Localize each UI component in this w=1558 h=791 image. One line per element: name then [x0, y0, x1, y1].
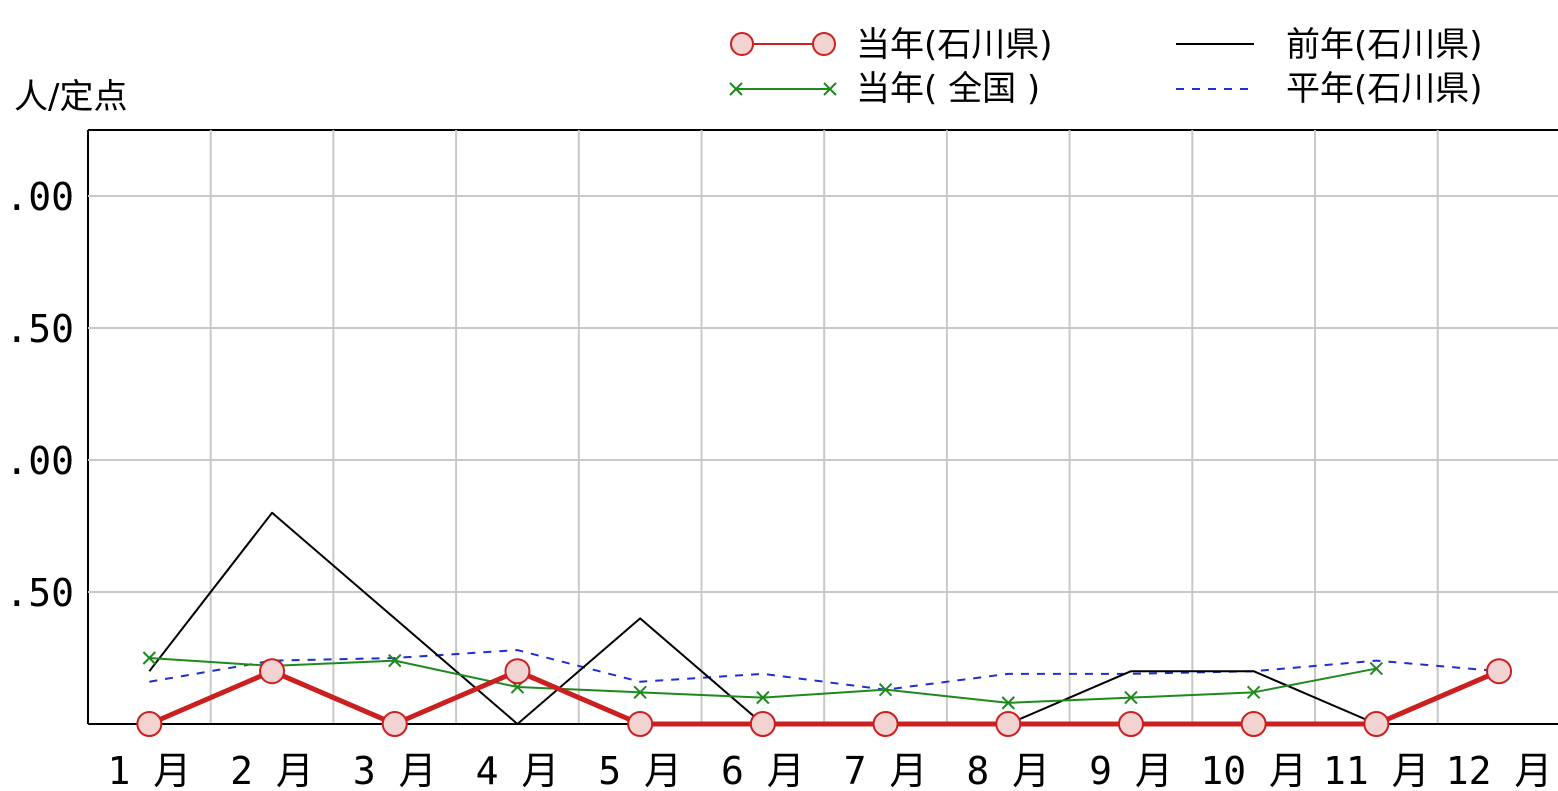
- x-tick-label: 9 月: [1089, 749, 1173, 791]
- series-0: [136, 658, 1513, 737]
- x-tick-label: 11 月: [1323, 749, 1430, 791]
- legend: 当年(石川県) 当年( 全国 ) 前年(石川県) 平年(石川県): [729, 25, 1483, 109]
- series-3: [149, 649, 1500, 691]
- data-point-circle: [1363, 711, 1390, 737]
- y-axis-unit-label: 人/定点: [14, 77, 127, 117]
- x-tick-label: 4 月: [476, 749, 560, 791]
- legend-marker-current-national: [729, 82, 837, 96]
- data-point-circle: [1117, 711, 1144, 737]
- series-line: [148, 668, 1501, 727]
- data-point-x: [633, 685, 647, 700]
- series-1: [142, 651, 1384, 710]
- x-tick-label: 7 月: [844, 749, 928, 791]
- data-point-circle: [381, 711, 408, 737]
- data-point-circle: [749, 711, 776, 737]
- legend-marker-current-ishikawa-end: [812, 32, 836, 56]
- legend-label-current-ishikawa: 当年(石川県): [856, 25, 1053, 65]
- y-tick-label: .50: [5, 571, 74, 615]
- y-tick-label: .00: [5, 439, 74, 483]
- data-point-circle: [1240, 711, 1267, 737]
- x-tick-label: 12 月: [1446, 749, 1553, 791]
- data-point-x: [1246, 685, 1261, 700]
- legend-label-previous-ishikawa: 前年(石川県): [1286, 25, 1483, 65]
- data-point-x: [388, 653, 402, 668]
- series-line: [148, 511, 764, 725]
- data-point-x: [1001, 696, 1015, 710]
- data-point-x: [1124, 690, 1138, 705]
- x-tick-label: 1 月: [107, 749, 191, 791]
- series-line: [1007, 670, 1377, 725]
- y-tick-label: .50: [5, 307, 74, 351]
- grid: [88, 130, 1558, 724]
- data-point-circle: [995, 711, 1022, 737]
- legend-label-normal-ishikawa: 平年(石川県): [1286, 69, 1483, 109]
- data-point-x: [878, 682, 893, 697]
- y-tick-label: .00: [5, 175, 74, 219]
- x-tick-label: 3 月: [353, 749, 437, 791]
- data-point-circle: [259, 658, 286, 685]
- legend-item-normal-ishikawa: 平年(石川県): [1176, 69, 1483, 109]
- x-tick-label: 2 月: [230, 749, 314, 791]
- x-tick-label: 6 月: [721, 749, 805, 791]
- series-line: [149, 649, 1500, 691]
- x-tick-label: 5 月: [598, 749, 682, 791]
- legend-item-current-national: 当年( 全国 ): [729, 69, 1040, 109]
- data-point-circle: [627, 711, 654, 737]
- legend-item-current-ishikawa: 当年(石川県): [730, 25, 1053, 65]
- data-point-circle: [872, 711, 899, 737]
- data-point-x: [142, 651, 157, 665]
- series-2: [148, 511, 1377, 725]
- x-tick-label: 8 月: [966, 749, 1050, 791]
- x-tick-label: 10 月: [1200, 749, 1307, 791]
- data-point-x: [1369, 661, 1384, 676]
- series: [136, 511, 1513, 737]
- legend-marker-current-ishikawa: [730, 32, 754, 56]
- data-point-circle: [504, 658, 531, 685]
- legend-label-current-national: 当年( 全国 ): [856, 69, 1040, 109]
- legend-item-previous-ishikawa: 前年(石川県): [1176, 25, 1483, 65]
- data-point-circle: [136, 711, 163, 737]
- data-point-x: [756, 690, 770, 705]
- axes: .50 .00 .50 .00 1 月 2 月 3 月 4 月 5 月 6 月 7 月 8 月 9 月 1…: [5, 175, 1558, 791]
- data-point-circle: [1486, 658, 1513, 685]
